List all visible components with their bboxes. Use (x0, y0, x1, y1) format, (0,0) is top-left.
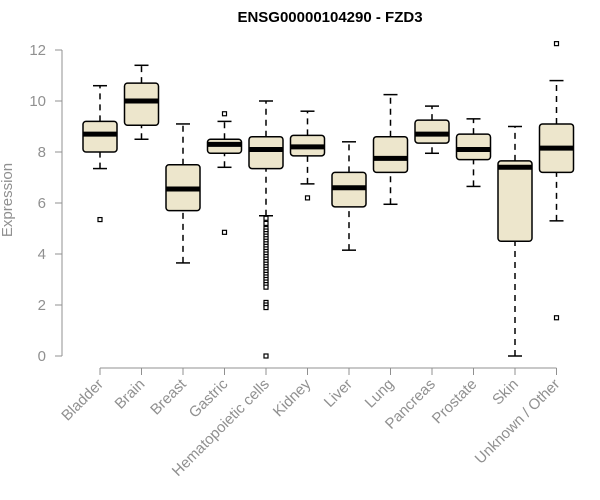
box-skin (497, 125, 533, 357)
y-axis-label: Expression (0, 163, 16, 237)
y-tick-label: 4 (38, 246, 46, 263)
outlier-point (553, 41, 560, 47)
box-prostate (455, 118, 492, 188)
y-tick-label: 6 (38, 195, 46, 212)
outlier-point (263, 284, 269, 290)
box-iqr (414, 119, 450, 144)
box-pancreas (414, 105, 450, 155)
box-unknown-other (538, 41, 575, 321)
box-iqr (123, 82, 160, 126)
box-iqr (248, 135, 284, 170)
y-tick-label: 12 (29, 42, 46, 59)
boxes-layer (82, 41, 575, 359)
x-tick-label: Brain (112, 376, 149, 413)
y-tick-label: 0 (38, 348, 46, 365)
y-tick-label: 2 (38, 297, 46, 314)
y-tick-label: 10 (29, 93, 46, 110)
box-lung (372, 93, 409, 206)
outlier-point (97, 216, 103, 223)
outlier-point (263, 304, 269, 311)
outlier-point (263, 220, 269, 226)
y-axis: 0 2 4 6 8 10 12 (29, 42, 63, 365)
outlier-point (263, 353, 269, 359)
outlier-point (304, 195, 311, 201)
outlier-point (221, 229, 228, 235)
box-brain (123, 64, 160, 140)
x-tick-label: Liver (321, 376, 356, 411)
x-tick-label: Skin (489, 376, 522, 409)
box-kidney (289, 110, 326, 201)
chart-title: ENSG00000104290 - FZD3 (237, 9, 422, 26)
box-iqr (82, 120, 118, 153)
outlier-point (553, 315, 560, 321)
box-iqr (455, 133, 492, 161)
box-gastric (206, 111, 243, 235)
box-iqr (497, 160, 533, 242)
x-tick-label: Bladder (58, 376, 107, 425)
y-tick-label: 8 (38, 144, 46, 161)
x-tick-label: Kidney (270, 375, 315, 420)
x-tick-label: Lung (362, 376, 398, 412)
box-bladder (82, 84, 118, 223)
outlier-point (221, 111, 228, 117)
outlier-point (263, 215, 269, 221)
x-tick-label: Prostate (429, 376, 481, 428)
box-breast (165, 123, 201, 264)
box-iqr (372, 135, 409, 174)
box-hematopoietic-cells (248, 100, 284, 359)
x-tick-label: Breast (147, 375, 190, 418)
box-liver (331, 141, 367, 251)
